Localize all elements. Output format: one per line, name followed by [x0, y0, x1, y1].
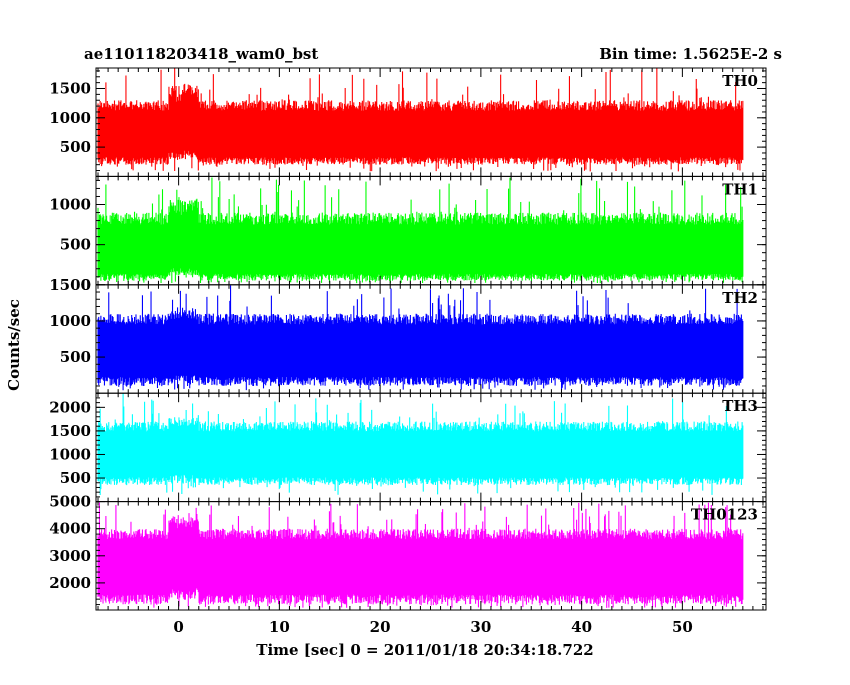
x-tick-label: 0: [173, 618, 183, 636]
series-th0-band: [98, 119, 743, 151]
panel-label-th2: TH2: [722, 289, 758, 307]
panel-label-th0: TH0: [722, 72, 758, 90]
series-th1-trace: [97, 177, 744, 284]
x-tick-label: 10: [269, 618, 290, 636]
data-layer: [97, 68, 744, 608]
x-tick-label: 30: [470, 618, 491, 636]
chart-title-left: ae110118203418_wam0_bst: [84, 45, 318, 63]
y-tick-label-th1: 0: [81, 276, 91, 294]
series-th1-band: [98, 234, 743, 267]
y-tick-label-th2: 1000: [49, 312, 91, 330]
y-tick-label-th0: 500: [60, 138, 91, 156]
y-tick-label-th0123: 3000: [49, 547, 91, 565]
y-tick-label-th0: 1500: [49, 80, 91, 98]
x-tick-label: 40: [571, 618, 592, 636]
x-axis-label: Time [sec] 0 = 2011/01/18 20:34:18.722: [256, 641, 593, 659]
y-tick-label-th0: 1000: [49, 109, 91, 127]
series-th0123-band: [98, 548, 743, 585]
y-tick-label-th3: 1000: [49, 445, 91, 463]
y-tick-label-th3: 1500: [49, 422, 91, 440]
panel-label-th3: TH3: [722, 397, 758, 415]
series-th2-band: [98, 333, 743, 368]
series-th3-band: [98, 439, 743, 470]
panel-label-th1: TH1: [722, 180, 758, 198]
x-tick-label: 50: [672, 618, 693, 636]
chart-title-right: Bin time: 1.5625E-2 s: [599, 45, 782, 63]
y-tick-label-th1: 1000: [49, 196, 91, 214]
y-tick-label-th0123: 5000: [49, 493, 91, 511]
y-tick-label-th2: 1500: [49, 276, 91, 294]
y-tick-label-th0123: 2000: [49, 574, 91, 592]
y-tick-label-th0123: 4000: [49, 520, 91, 538]
y-tick-label-th2: 500: [60, 348, 91, 366]
y-tick-label-th1: 500: [60, 236, 91, 254]
y-axis-label: Counts/sec: [5, 299, 23, 391]
panel-label-th0123: TH0123: [691, 506, 758, 524]
y-tick-label-th3: 500: [60, 469, 91, 487]
y-tick-label-th3: 2000: [49, 398, 91, 416]
x-tick-label: 20: [370, 618, 391, 636]
